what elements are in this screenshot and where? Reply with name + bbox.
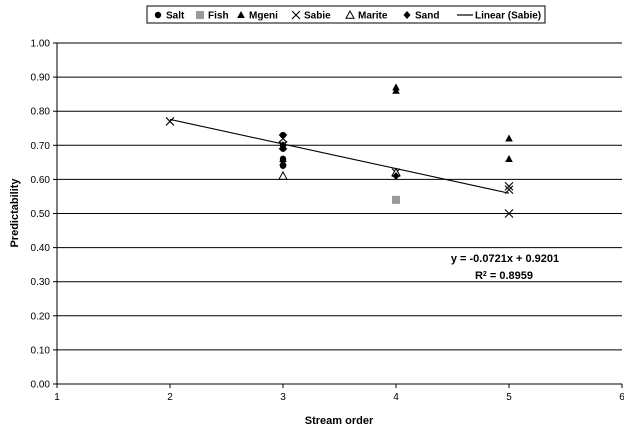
r-squared-value: = 0.8959 — [487, 270, 533, 282]
point-sabie — [504, 185, 514, 195]
legend-square-key — [196, 11, 204, 19]
series-marite — [278, 167, 401, 180]
legend-label: Marite — [358, 11, 388, 22]
y-tick-label: 0.00 — [31, 380, 51, 391]
series-mgeni — [279, 83, 513, 166]
y-tick-label: 0.80 — [31, 107, 51, 118]
point-mgeni — [392, 86, 400, 94]
y-tick-label: 0.70 — [31, 141, 51, 152]
x-tick-label: 3 — [280, 392, 286, 403]
x-tick-label: 5 — [506, 392, 512, 403]
legend-frame — [146, 5, 546, 24]
y-axis-title: Predictability — [9, 178, 21, 248]
legend-item: Mgeni — [237, 11, 278, 22]
trendline-r-squared: R2 = 0.8959 — [475, 270, 533, 282]
legend-item: Sand — [403, 11, 439, 22]
legend-item: Sabie — [291, 10, 331, 22]
x-tick-label: 4 — [393, 392, 399, 403]
legend-label: Fish — [208, 11, 229, 22]
point-sand — [279, 141, 287, 150]
r-squared-superscript: 2 — [483, 271, 487, 278]
legend-triangle-open-key — [345, 9, 355, 19]
point-sabie — [165, 117, 175, 126]
y-tick-label: 0.20 — [31, 311, 51, 322]
legend-item: Fish — [196, 11, 229, 22]
x-tick-label: 6 — [619, 392, 624, 403]
trendline-equation: y = -0.0721x + 0.9201 — [451, 253, 559, 265]
legend-item: Marite — [345, 9, 388, 22]
legend: Salt Fish Mgeni Sabie Marite Sand Linear (Sabi… — [146, 5, 546, 24]
point-salt — [279, 131, 287, 139]
legend-label: Sabie — [304, 11, 331, 22]
y-tick-label: 0.90 — [31, 73, 51, 84]
point-sand — [392, 171, 400, 180]
r-squared-symbol: R — [475, 270, 483, 282]
point-fish — [392, 195, 400, 204]
y-tick-label: 0.10 — [31, 345, 51, 356]
trendline-sabie — [169, 118, 510, 194]
legend-label: Sand — [415, 11, 439, 22]
x-axis-title: Stream order — [305, 415, 374, 427]
series-sand — [279, 141, 400, 180]
point-sabie — [504, 209, 514, 218]
legend-label: Mgeni — [249, 11, 278, 22]
series-fish — [392, 195, 400, 204]
series-sabie — [165, 117, 514, 218]
y-tick-label: 0.50 — [31, 209, 51, 220]
legend-label: Linear (Sabie) — [475, 11, 541, 22]
point-mgeni — [279, 158, 287, 166]
legend-triangle-key — [237, 11, 245, 18]
y-tick-label: 0.30 — [31, 277, 51, 288]
point-mgeni — [505, 154, 513, 162]
x-tick-label: 2 — [167, 392, 173, 403]
y-tick-label: 1.00 — [31, 39, 51, 50]
legend-diamond-key — [403, 11, 411, 19]
legend-circle-key — [154, 11, 162, 19]
y-tick-label: 0.60 — [31, 175, 51, 186]
point-sabie — [278, 134, 288, 143]
x-tick-label: 1 — [54, 392, 60, 403]
legend-label: Salt — [166, 11, 185, 22]
y-tick-label: 0.40 — [31, 243, 51, 254]
point-mgeni — [505, 134, 513, 142]
point-marite — [278, 170, 288, 180]
legend-item: Salt — [154, 11, 185, 22]
legend-item: Linear (Sabie) — [457, 11, 541, 22]
point-sabie — [504, 181, 514, 191]
legend-x-key — [291, 10, 301, 20]
plot-area: 0.00 0.10 0.20 0.30 0.40 0.50 0.60 0.70 0.80 0.90… — [31, 39, 624, 404]
